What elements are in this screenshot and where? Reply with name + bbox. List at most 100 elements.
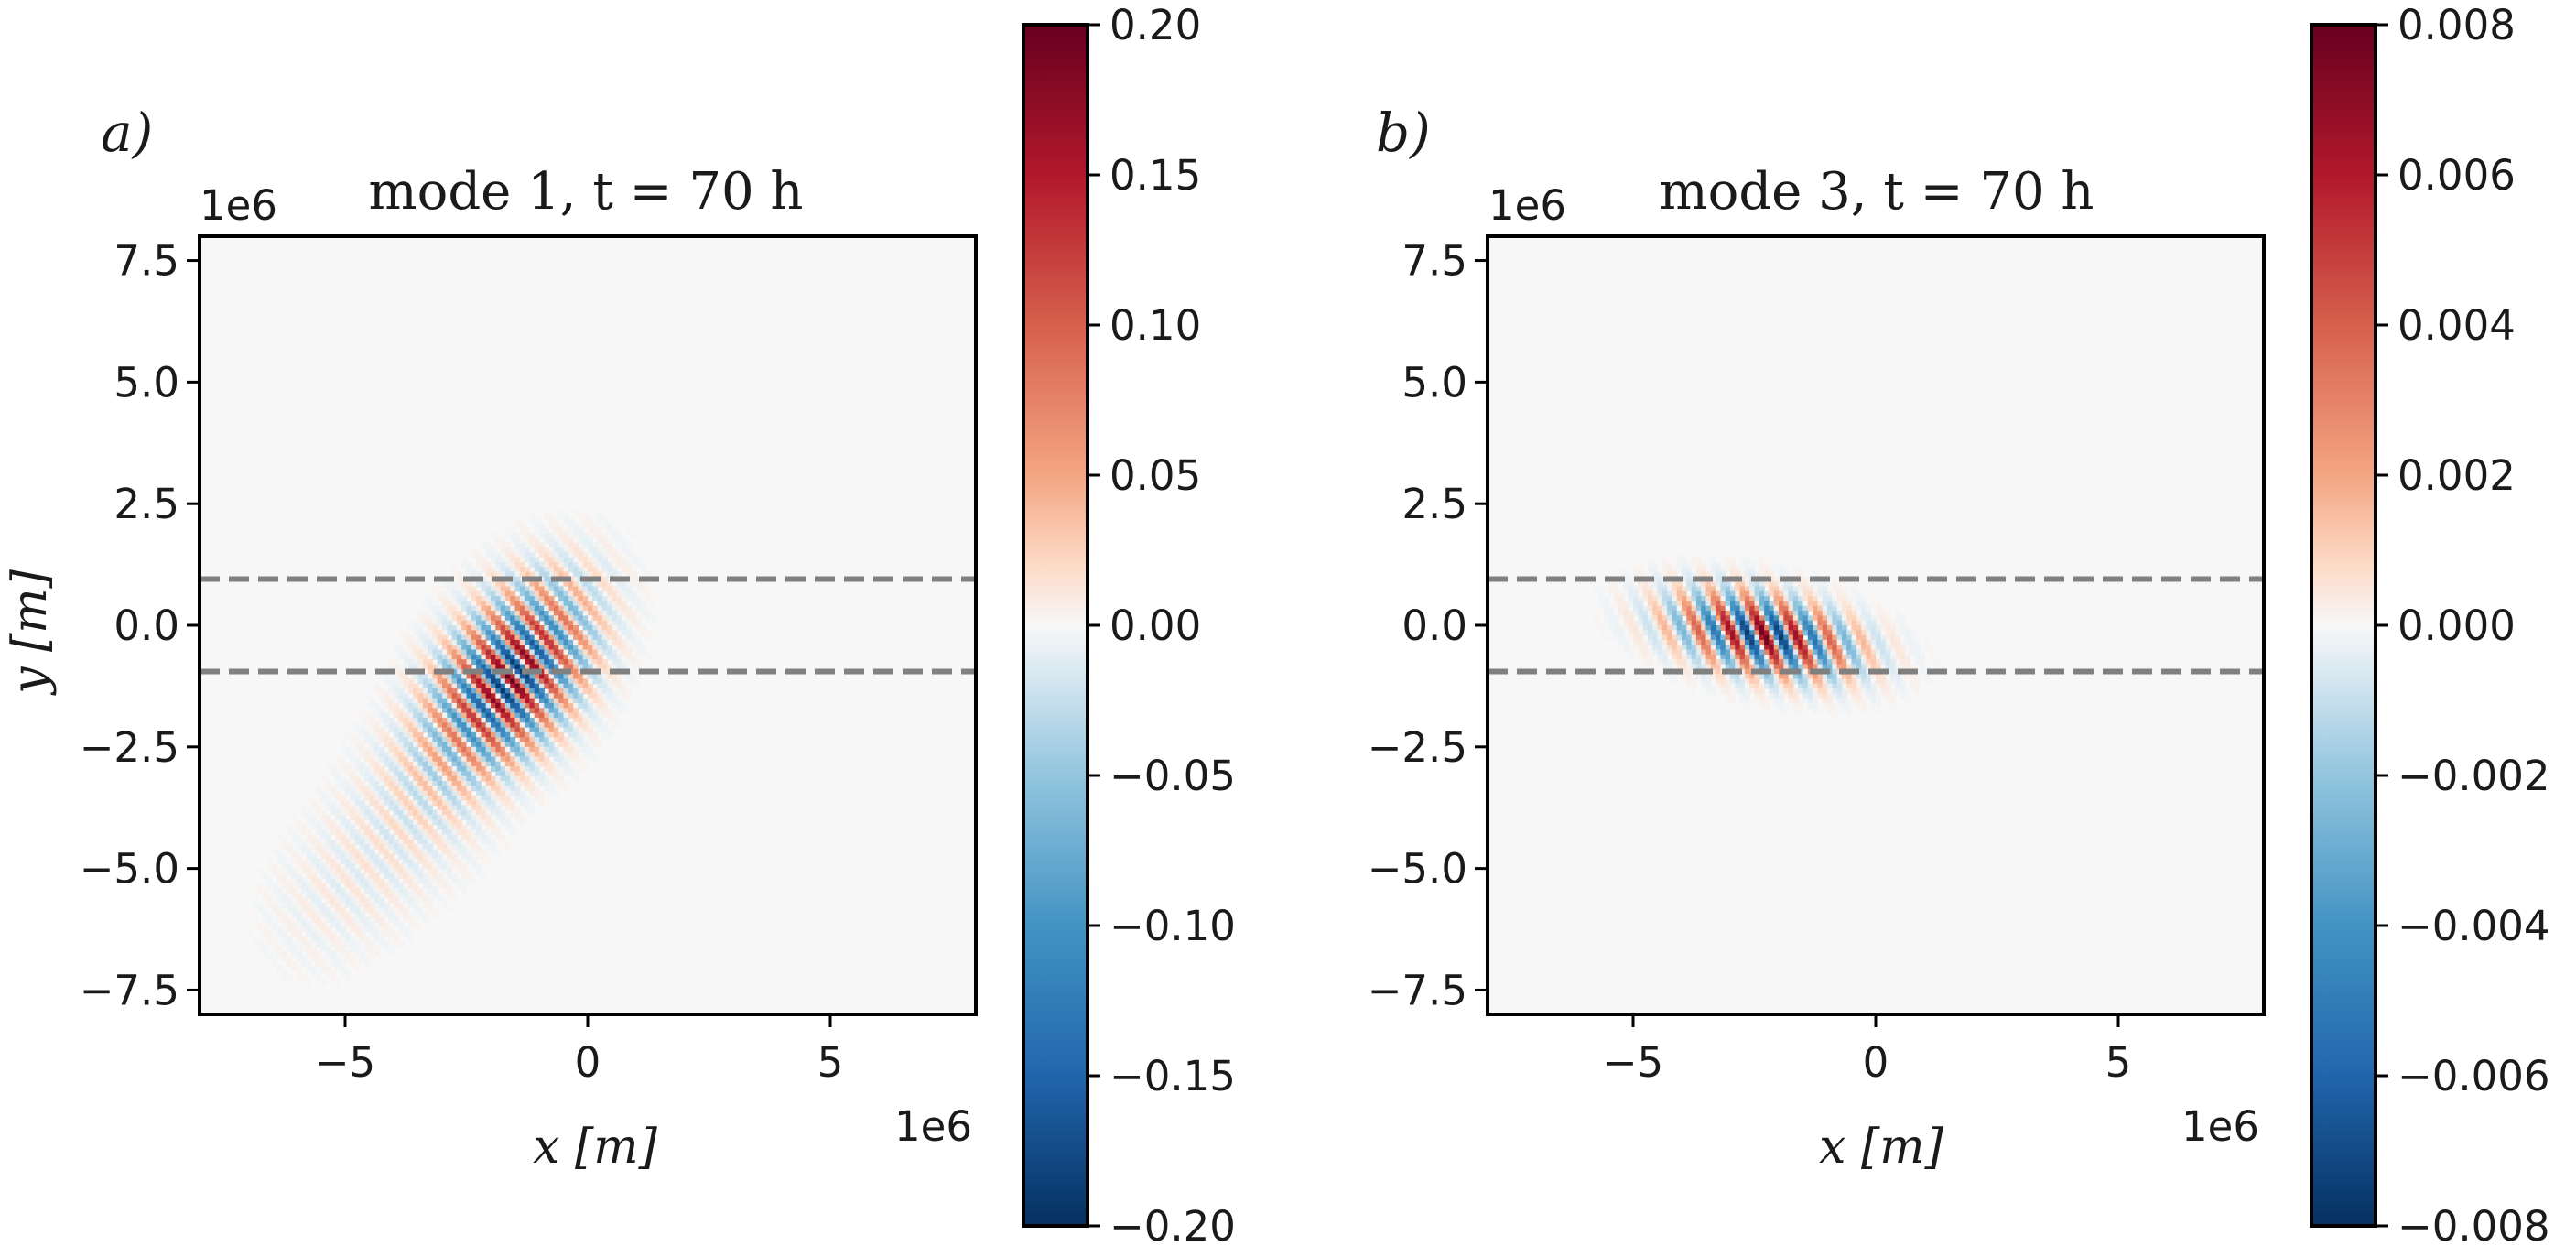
heat-cell (534, 664, 540, 670)
heat-cell (1880, 654, 1887, 660)
heat-cell (447, 844, 453, 850)
heat-cell (437, 824, 443, 830)
heat-cell (466, 868, 472, 874)
heat-cell (422, 824, 428, 830)
heat-cell (437, 596, 443, 602)
heat-cell (407, 683, 414, 689)
heat-cell (601, 615, 608, 622)
heat-cell (539, 615, 545, 622)
heat-cell (504, 611, 511, 616)
heat-cell (301, 975, 308, 981)
heat-cell (379, 693, 384, 699)
heat-cell (340, 819, 346, 826)
heat-cell (1716, 567, 1721, 573)
heat-cell (461, 703, 468, 709)
heat-cell (384, 771, 390, 777)
heat-cell (1686, 605, 1693, 612)
heat-cell (437, 678, 443, 685)
heat-cell (373, 916, 380, 923)
heat-cell (345, 902, 351, 908)
heat-cell (1861, 639, 1867, 645)
heat-cell (514, 518, 521, 525)
heat-cell (504, 542, 511, 548)
heat-cell (1682, 586, 1687, 592)
heat-cell (476, 781, 482, 786)
heat-cell (320, 790, 327, 796)
heat-cell (394, 868, 399, 874)
heat-cell (544, 786, 550, 792)
heat-cell (1861, 668, 1867, 675)
heat-cell (442, 766, 448, 772)
heat-cell (1846, 611, 1853, 616)
heat-cell (437, 683, 443, 689)
heat-cell (1686, 659, 1693, 666)
heat-cell (1759, 567, 1765, 573)
heat-cell (1876, 654, 1881, 660)
heat-cell (1866, 645, 1872, 651)
heat-cell (607, 586, 613, 592)
heat-cell (1764, 625, 1770, 631)
heat-cell (428, 809, 433, 816)
heat-cell (291, 965, 298, 971)
heat-cell (601, 620, 608, 626)
heat-cell (398, 630, 405, 636)
heat-cell (1880, 645, 1887, 651)
heat-cell (504, 678, 511, 685)
heat-cell (636, 586, 642, 592)
heat-cell (471, 775, 477, 782)
heat-cell (437, 605, 443, 612)
heat-cell (1744, 561, 1750, 568)
heat-cell (456, 819, 462, 826)
heat-cell (1667, 639, 1672, 645)
heat-cell (373, 708, 380, 714)
heat-cell (1773, 576, 1780, 582)
heat-cell (388, 863, 395, 870)
heat-cell (320, 960, 327, 967)
heat-cell (491, 664, 496, 670)
heat-cell (588, 708, 593, 714)
heat-cell (451, 893, 458, 899)
heat-cell (432, 746, 438, 753)
heat-cell (514, 688, 521, 694)
heat-cell (1701, 674, 1707, 680)
heat-cell (272, 887, 278, 894)
heat-cell (612, 649, 618, 656)
heat-cell (1695, 615, 1702, 622)
heat-cell (485, 649, 492, 656)
heat-cell (582, 586, 589, 592)
heat-cell (539, 771, 545, 777)
heat-cell (582, 634, 589, 641)
heat-cell (316, 902, 322, 908)
heat-cell (525, 611, 530, 616)
heat-cell (1613, 601, 1619, 607)
heat-cell (592, 737, 599, 743)
heat-cell (553, 703, 559, 709)
heat-cell (534, 630, 540, 636)
heat-cell (276, 887, 283, 894)
heat-cell (1817, 630, 1824, 636)
heat-cell (310, 815, 317, 821)
heat-cell (1716, 576, 1721, 582)
heat-cell (1846, 620, 1853, 626)
heat-cell (422, 742, 428, 748)
heat-cell (476, 620, 482, 626)
heat-cell (1856, 674, 1862, 680)
heat-cell (1695, 586, 1702, 592)
heat-cell (578, 683, 584, 689)
heat-cell (466, 752, 472, 758)
heat-cell (1691, 581, 1697, 588)
heat-cell (1608, 605, 1615, 612)
heat-cell (1832, 620, 1838, 626)
heat-cell (588, 586, 593, 592)
heat-cell (481, 615, 487, 622)
heat-cell (403, 829, 409, 836)
heat-cell (394, 775, 399, 782)
heat-cell (1802, 664, 1809, 670)
heat-cell (442, 775, 448, 782)
heat-cell (316, 931, 322, 937)
heat-cell (476, 645, 482, 651)
heat-cell (1754, 649, 1760, 656)
heat-cell (529, 790, 536, 796)
heat-cell (1779, 645, 1784, 651)
heat-cell (601, 557, 608, 563)
